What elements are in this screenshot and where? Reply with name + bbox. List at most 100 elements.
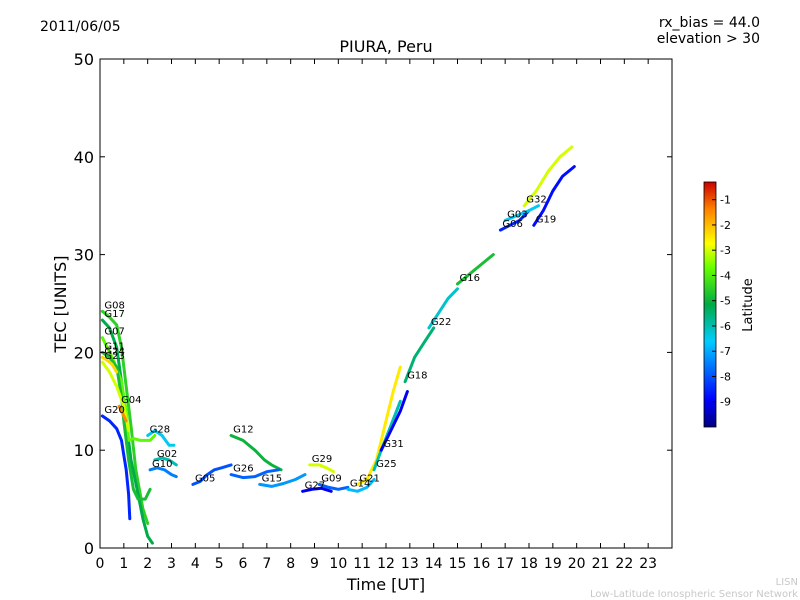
x-tick-label: 10 — [329, 556, 347, 572]
rx-bias-label: rx_bias = 44.0 — [659, 15, 760, 31]
colorbar-tick-label: -7 — [720, 345, 731, 358]
x-tick-label: 7 — [262, 556, 271, 572]
x-tick-label: 12 — [377, 556, 395, 572]
x-tick-label: 13 — [401, 556, 419, 572]
series-line-g03 — [503, 204, 540, 222]
series-label-g19: G19 — [536, 214, 556, 225]
x-tick-label: 9 — [310, 556, 319, 572]
series-label-g22: G22 — [431, 317, 451, 328]
series-label-g26: G26 — [233, 464, 253, 475]
credit-lisn: LISN — [776, 577, 798, 588]
colorbar-tick-label: -4 — [720, 269, 731, 282]
series-label-g12: G12 — [233, 425, 253, 436]
series-label-g32: G32 — [526, 195, 546, 206]
series-label-g25: G25 — [376, 459, 396, 470]
series-label-g11: G11 — [104, 341, 124, 352]
series-line-g19 — [532, 165, 576, 227]
series-line-g04 — [117, 404, 128, 423]
series-line-g29 — [308, 463, 336, 474]
series-label-g08: G08 — [104, 300, 124, 311]
y-tick-label: 0 — [84, 539, 94, 558]
series-line-g16 — [456, 253, 495, 286]
series-line-g02 — [153, 456, 178, 467]
y-axis: 0 10 20 30 40 50 — [74, 50, 672, 558]
colorbar-tick-label: -6 — [720, 320, 731, 333]
series-line-g14 — [346, 478, 376, 493]
series-label-g16: G16 — [460, 273, 480, 284]
x-tick-label: 21 — [592, 556, 610, 572]
date-label: 2011/06/05 — [40, 19, 121, 35]
credit-network: Low-Latitude Ionospheric Sensor Network — [590, 589, 798, 600]
colorbar-tick-label: -9 — [720, 396, 731, 409]
series-label-g03: G03 — [507, 209, 527, 220]
chart-title: PIURA, Peru — [339, 37, 432, 56]
x-tick-label: 15 — [449, 556, 467, 572]
x-tick-label: 14 — [425, 556, 443, 572]
colorbar — [703, 181, 717, 428]
series-label-g10: G10 — [152, 459, 172, 470]
y-tick-label: 10 — [74, 441, 94, 460]
series-label-g23: G23 — [104, 351, 124, 362]
series-line-g08 — [100, 309, 150, 525]
x-axis-label: Time [UT] — [346, 575, 425, 594]
x-tick-label: 4 — [191, 556, 200, 572]
x-tick-label: 18 — [520, 556, 538, 572]
elevation-label: elevation > 30 — [657, 31, 760, 47]
x-tick-label: 22 — [615, 556, 633, 572]
series-line-g06 — [498, 209, 531, 232]
y-tick-label: 40 — [74, 148, 94, 167]
series-label-g17: G17 — [104, 309, 124, 320]
series-label-g20: G20 — [104, 405, 124, 416]
x-tick-label: 6 — [239, 556, 248, 572]
colorbar-tick-label: -3 — [720, 244, 731, 257]
series-label-g29: G29 — [312, 454, 332, 465]
series-label-g15: G15 — [262, 473, 282, 484]
series-line-g23 — [100, 360, 131, 433]
series-label-g04: G04 — [121, 395, 141, 406]
series-line-g31 — [379, 390, 409, 452]
series-label-g02: G02 — [157, 449, 177, 460]
colorbar-tick-label: -5 — [720, 295, 731, 308]
series-line-g32 — [522, 145, 574, 208]
x-tick-label: 1 — [119, 556, 128, 572]
series-line-g22 — [427, 287, 459, 330]
series-line-g09 — [317, 482, 350, 491]
colorbar-tick-label: -8 — [720, 370, 731, 383]
y-tick-label: 50 — [74, 50, 94, 69]
series-line-g11 — [100, 350, 152, 501]
colorbar-tick-label: -1 — [720, 194, 731, 207]
x-tick-label: 17 — [496, 556, 514, 572]
series-line-g05 — [191, 463, 233, 486]
series-label-g24: G24 — [104, 346, 124, 357]
x-tick-label: 3 — [167, 556, 176, 572]
series-label-g05: G05 — [195, 473, 215, 484]
series-line-g24 — [100, 355, 119, 374]
series-label-g21: G21 — [359, 473, 379, 484]
series-label-g28: G28 — [150, 425, 170, 436]
series-label-g09: G09 — [321, 473, 341, 484]
series-line-g12 — [229, 434, 283, 472]
x-tick-label: 2 — [143, 556, 152, 572]
colorbar-tick-label: -2 — [720, 219, 731, 232]
series-label-g06: G06 — [502, 219, 522, 230]
series-line-g18 — [403, 326, 436, 384]
series-line-g10 — [148, 466, 178, 479]
series-line-g20 — [100, 414, 132, 521]
x-tick-label: 23 — [639, 556, 657, 572]
x-tick-label: 5 — [215, 556, 224, 572]
x-tick-label: 0 — [96, 556, 105, 572]
x-tick-label: 20 — [568, 556, 586, 572]
colorbar-ticks: -1 -2 -3 -4 -5 -6 -7 -8 -9 — [712, 194, 731, 409]
series-layer — [100, 145, 576, 545]
series-label-g31: G31 — [383, 439, 403, 450]
series-label-g07: G07 — [104, 327, 124, 338]
x-tick-label: 19 — [544, 556, 562, 572]
series-line-g27 — [301, 486, 333, 493]
series-label-g18: G18 — [407, 371, 427, 382]
y-axis-label: TEC [UNITS] — [51, 256, 70, 354]
x-tick-label: 11 — [353, 556, 371, 572]
series-label-g27: G27 — [305, 480, 325, 491]
